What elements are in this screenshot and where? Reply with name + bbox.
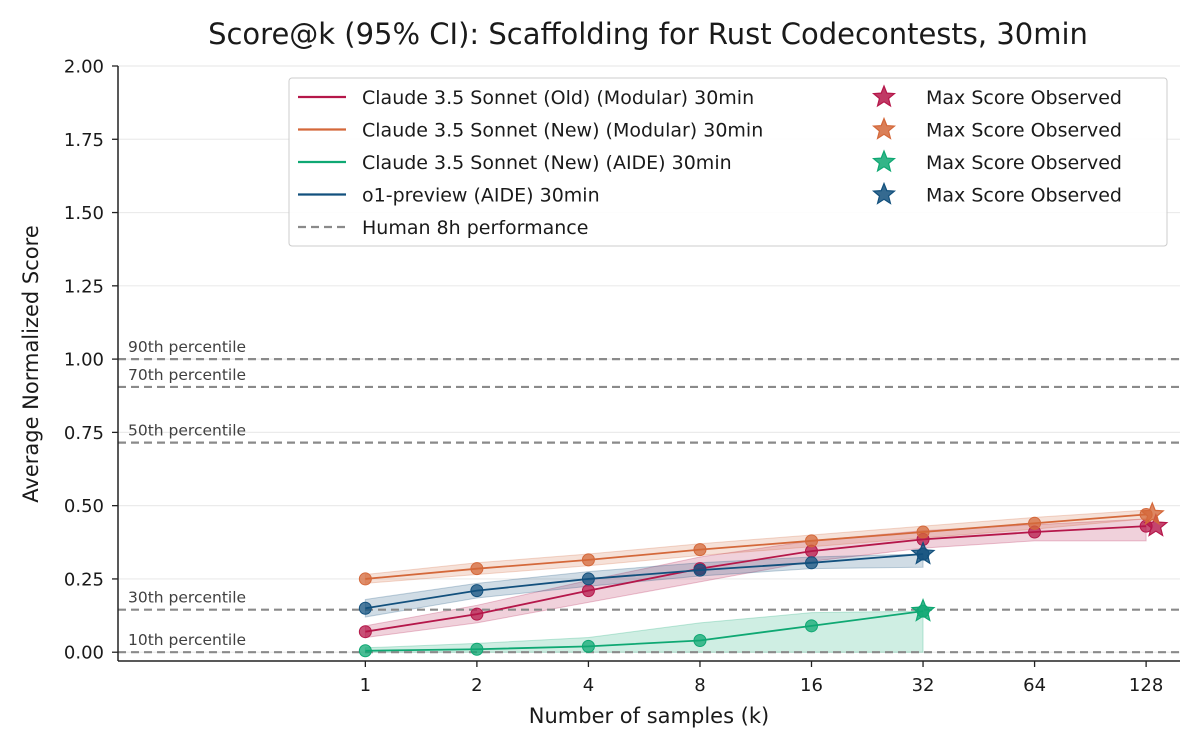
data-point	[470, 584, 484, 598]
legend-line-label: Claude 3.5 Sonnet (New) (Modular) 30min	[362, 120, 763, 142]
data-point	[693, 543, 707, 557]
human-percentile-label: 10th percentile	[128, 631, 246, 649]
data-point	[805, 619, 819, 633]
y-tick-label: 1.50	[64, 203, 104, 224]
human-percentile-label: 50th percentile	[128, 422, 246, 440]
data-point	[581, 553, 595, 567]
human-percentile-lines: 90th percentile 70th percentile 50th perce…	[118, 338, 1180, 654]
series-line	[365, 525, 1147, 633]
x-axis-label: Number of samples (k)	[529, 704, 769, 728]
ci-band	[364, 553, 924, 618]
data-point	[470, 562, 484, 576]
y-tick-label: 0.25	[64, 569, 104, 590]
data-point	[358, 625, 372, 639]
x-tick-label: 16	[800, 675, 823, 696]
legend-star-swatch	[871, 181, 897, 205]
y-tick-label: 0.75	[64, 423, 104, 444]
y-tick-label: 1.00	[64, 350, 104, 371]
y-tick-label: 1.75	[64, 130, 104, 151]
axes	[112, 65, 1180, 667]
y-tick-label: 2.00	[64, 57, 104, 78]
data-point	[693, 633, 707, 647]
x-tick-label: 64	[1023, 675, 1046, 696]
data-point	[470, 607, 484, 621]
data-point	[470, 642, 484, 656]
data-point	[693, 563, 707, 577]
legend-box	[288, 77, 1168, 247]
y-tick-label: 0.50	[64, 496, 104, 517]
x-tick-label: 32	[912, 675, 935, 696]
legend-line-label: Claude 3.5 Sonnet (New) (AIDE) 30min	[362, 152, 732, 174]
data-point	[805, 534, 819, 548]
max-score-star	[910, 598, 936, 622]
series-lines	[358, 501, 1169, 658]
legend-star-label: Max Score Observed	[926, 185, 1122, 207]
data-point	[581, 639, 595, 653]
legend-star-swatch	[871, 149, 897, 173]
data-point	[805, 556, 819, 570]
data-point	[916, 525, 930, 539]
tick-labels: 0.00 0.25 0.50 0.75 1.00 1.25 1.50 1.75 2.00 1 2 4 8…	[64, 57, 1163, 697]
data-point	[581, 572, 595, 586]
legend-star-swatch	[871, 84, 897, 108]
legend-line-label: o1-preview (AIDE) 30min	[362, 185, 600, 207]
series-line	[365, 513, 1147, 580]
legend-line-label: Claude 3.5 Sonnet (Old) (Modular) 30min	[362, 87, 754, 109]
legend-star-label: Max Score Observed	[926, 87, 1122, 109]
x-tick-label: 128	[1129, 675, 1163, 696]
data-point	[358, 572, 372, 586]
data-point	[358, 601, 372, 615]
legend-line-label: Human 8h performance	[362, 217, 588, 239]
chart-title: Score@k (95% CI): Scaffolding for Rust C…	[208, 17, 1088, 51]
x-tick-label: 8	[694, 675, 705, 696]
y-tick-label: 0.00	[64, 643, 104, 664]
data-point	[581, 584, 595, 598]
x-tick-label: 4	[583, 675, 594, 696]
data-point	[1028, 516, 1042, 530]
max-score-star	[1139, 501, 1165, 526]
series-line	[365, 610, 924, 652]
y-tick-label: 1.25	[64, 276, 104, 297]
legend: Claude 3.5 Sonnet (Old) (Modular) 30min C…	[288, 77, 1168, 247]
legend-star-swatch	[871, 116, 897, 140]
legend-star-label: Max Score Observed	[926, 152, 1122, 174]
max-score-star	[910, 540, 936, 565]
series-line	[365, 553, 924, 610]
human-percentile-label: 70th percentile	[128, 366, 246, 384]
x-tick-label: 2	[471, 675, 482, 696]
legend-star-label: Max Score Observed	[926, 120, 1122, 142]
data-point	[358, 644, 372, 658]
human-percentile-label: 30th percentile	[128, 589, 246, 607]
human-percentile-label: 90th percentile	[128, 338, 246, 356]
x-tick-label: 1	[360, 675, 371, 696]
y-axis-label: Average Normalized Score	[19, 225, 43, 503]
